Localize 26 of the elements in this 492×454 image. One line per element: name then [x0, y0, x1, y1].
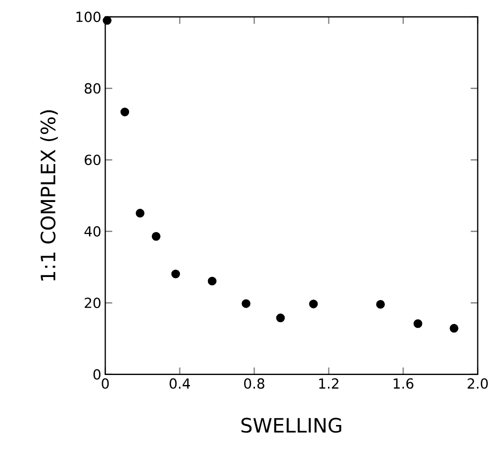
y-tick-label: 20: [84, 298, 100, 308]
x-tick-label: 0.4: [170, 378, 190, 389]
x-tick-label: 1.6: [394, 378, 414, 389]
point: [171, 270, 180, 278]
point: [242, 299, 250, 308]
y-tick-label: 100: [76, 12, 100, 22]
point: [152, 232, 160, 241]
x-tick-label: 0.8: [244, 378, 264, 389]
point: [450, 324, 458, 333]
y-tick-label: 40: [84, 226, 100, 237]
x-tick-label: 1.2: [319, 378, 338, 389]
point: [208, 276, 217, 286]
y-tick-label: 0: [93, 369, 100, 380]
point: [309, 300, 318, 308]
point: [120, 108, 130, 116]
point: [136, 208, 144, 218]
y-axis-title: 1:1 COMPLEX (%): [40, 110, 58, 281]
y-tick-label: 80: [84, 83, 100, 94]
point: [102, 16, 112, 25]
x-tick-label: 2.0: [468, 378, 488, 389]
x-tick-label: 0: [102, 378, 109, 389]
point: [376, 300, 385, 309]
point: [276, 314, 285, 322]
x-axis-title: SWELLING: [241, 418, 342, 433]
y-tick-label: 60: [84, 154, 100, 166]
point: [414, 319, 422, 328]
